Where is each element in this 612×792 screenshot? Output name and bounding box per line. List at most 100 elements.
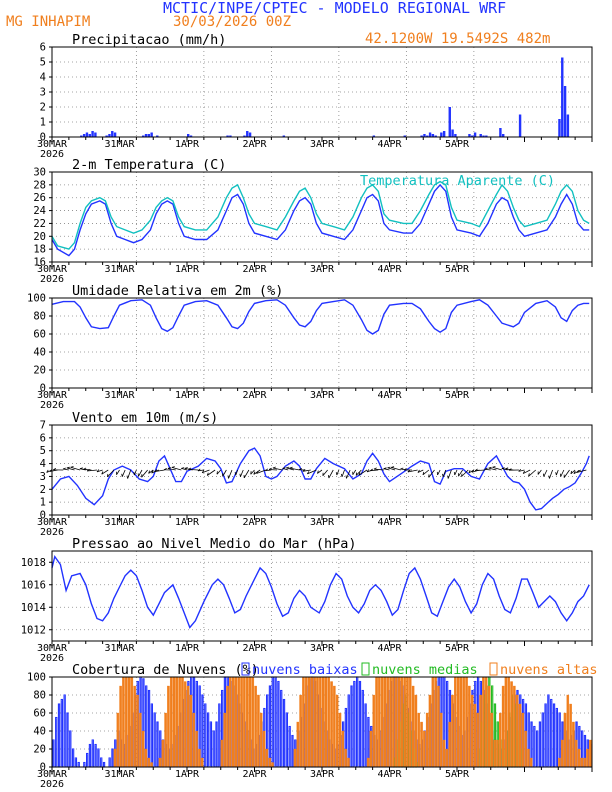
precip-bar [440,132,443,137]
coordinates: 42.1200W 19.5492S 482m [365,31,550,47]
x-tick-label: 3APR [310,517,335,528]
cloud-bar-2 [265,748,269,768]
wind-arrowhead [151,470,154,474]
precip-bar [468,134,471,137]
wind-arrow [154,469,165,472]
wind-arrowhead [387,466,391,469]
wind-arrowhead [282,467,286,469]
cloud-bar-2 [122,676,125,768]
cloud-bar-2 [496,739,499,768]
wind-arrowhead [302,469,306,472]
wind-arrow [282,467,289,471]
cloud-bar-0 [291,734,294,768]
x-tick-label: 3APR [310,264,335,275]
wind-arrow [475,469,486,472]
x-tick-label: 1APR [175,643,200,654]
cloud-bar-2 [484,676,488,768]
precip-bar [246,131,249,137]
precip-bar [113,132,117,137]
wind-arrowhead [373,467,377,470]
wind-arrow [268,469,278,471]
legend-label: nuvens medias [372,662,478,678]
precip-bar [144,134,148,137]
wind-arrowhead [121,473,123,477]
legend-apparent-temp: Temperatura Aparente (C) [360,173,555,189]
cloud-bar-2 [529,757,533,768]
cloud-bar-0 [277,680,280,768]
cloud-bar-2 [344,748,347,768]
cloud-bar-2 [580,757,584,768]
cloud-bar-0 [538,721,542,768]
cloud-bar-2 [150,762,153,768]
cloud-bar-2 [394,676,398,768]
precip-bar [282,135,286,137]
cloud-bar-2 [414,694,418,768]
wind-arrowhead [265,468,269,472]
wind-arrowhead [148,470,150,474]
cloud-bar-0 [288,725,291,768]
cloud-bar-2 [459,676,463,768]
precip-bar [108,134,111,137]
cloud-bar-2 [425,712,429,768]
wind-arrowhead [484,467,488,470]
cloud-bar-2 [335,694,339,768]
cloud-bar-0 [355,676,359,768]
wind-arrow [563,469,570,478]
y-tick-label: 6 [40,42,46,54]
cloud-bar-2 [271,762,274,768]
cloud-bar-2 [490,712,494,768]
x-tick-label: 3APR [310,390,335,401]
wind-arrowhead [471,469,475,473]
cloud-bar-2 [366,757,370,768]
cloud-bar-2 [268,757,271,768]
x-year-label: 2026 [40,653,64,664]
wind-arrow [87,469,98,472]
precip-bar [434,135,437,137]
wind-arrow [484,468,491,471]
x-tick-label: 4APR [377,517,402,528]
run-date: 30/03/2026 00Z [173,14,291,30]
x-tick-label: 4APR [377,643,402,654]
precip-bar [248,132,252,137]
wind-arrowhead [163,467,167,471]
wind-arrowhead [317,470,319,474]
cloud-bar-2 [524,730,527,768]
cloud-bar-2 [400,676,404,768]
cloud-bar-2 [304,676,308,768]
wind-arrow [355,469,362,476]
x-tick-label: 1APR [175,139,200,150]
wind-arrowhead [345,475,347,479]
wind-arrow [437,469,441,476]
y-tick-label: 60 [33,329,46,341]
cloud-bar-2 [504,676,508,768]
precip-bar [150,132,153,137]
cloud-bar-0 [535,730,539,768]
wind-arrow [243,469,250,479]
wind-arrow [133,469,137,476]
cloud-bar-2 [133,685,136,768]
cloud-bar-2 [479,694,482,768]
cloud-bar-2 [369,730,373,768]
temp-title: 2-m Temperatura (C) [72,157,226,173]
wind-arrow [458,469,463,477]
cloud-bar-2 [245,676,249,768]
cloud-bar-0 [555,707,558,768]
cloud-bar-2 [226,685,229,768]
precip-bar [91,131,94,137]
wind-arrowhead [576,469,580,473]
wind-arrow [373,468,384,471]
precip-bar [426,135,429,137]
cloud-bar-0 [285,712,288,768]
y-tick-label: 100 [27,293,46,305]
legend-swatch [241,662,250,676]
wind-arrow [289,467,300,471]
clouds-title: Cobertura de Nuvens (%) [72,662,259,678]
cloud-bar-2 [473,703,477,768]
cloud-bar-2 [147,757,150,768]
x-tick-label: 3APR [310,769,335,780]
cloud-bar-2 [293,748,297,768]
precip-bar [558,119,561,137]
cloud-bar-0 [361,689,364,768]
x-tick-label: 5APR [445,769,470,780]
cloud-bar-2 [423,730,426,768]
